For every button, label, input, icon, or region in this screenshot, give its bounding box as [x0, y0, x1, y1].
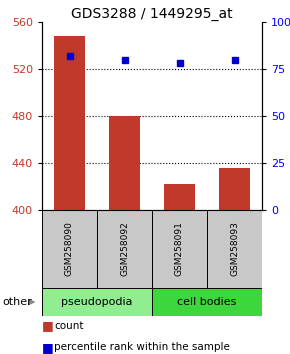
Bar — [55, 36, 85, 210]
Text: cell bodies: cell bodies — [177, 297, 237, 307]
Bar — [109, 116, 139, 210]
Text: percentile rank within the sample: percentile rank within the sample — [54, 342, 230, 352]
Bar — [97, 210, 152, 288]
Text: GSM258092: GSM258092 — [120, 222, 129, 276]
Text: count: count — [54, 321, 84, 331]
Bar — [42, 210, 97, 288]
Text: ■: ■ — [42, 320, 54, 332]
Text: other: other — [2, 297, 32, 307]
Text: ■: ■ — [42, 341, 54, 354]
Bar — [164, 184, 195, 210]
Text: GSM258093: GSM258093 — [230, 222, 239, 276]
Bar — [152, 288, 262, 316]
Bar — [219, 168, 250, 210]
Title: GDS3288 / 1449295_at: GDS3288 / 1449295_at — [71, 7, 233, 21]
Text: pseudopodia: pseudopodia — [61, 297, 133, 307]
Bar — [42, 288, 152, 316]
Text: GSM258090: GSM258090 — [65, 222, 74, 276]
Text: GSM258091: GSM258091 — [175, 222, 184, 276]
Bar — [207, 210, 262, 288]
Polygon shape — [28, 298, 35, 306]
Bar — [152, 210, 207, 288]
